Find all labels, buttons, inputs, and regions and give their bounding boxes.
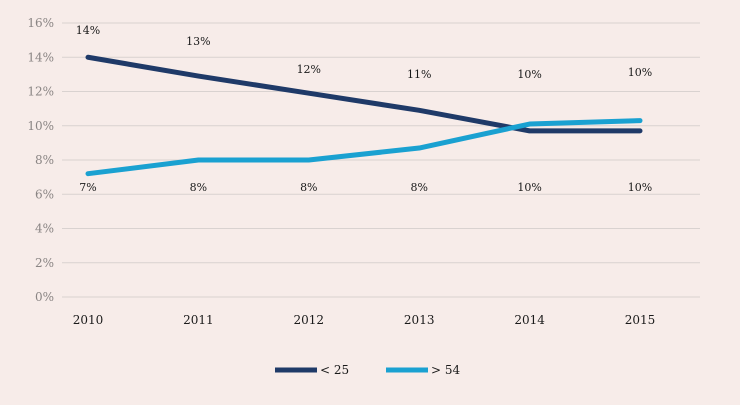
y-tick-label: 16% [27, 16, 54, 30]
data-label-over-54: 10% [628, 181, 652, 194]
legend-label: < 25 [320, 363, 349, 377]
data-label-under-25: 13% [186, 35, 210, 48]
data-label-over-54: 7% [79, 181, 96, 194]
series-line-under-25 [85, 54, 643, 134]
y-tick-label: 8% [35, 153, 54, 167]
x-tick-label: 2011 [183, 313, 214, 327]
y-axis-ticks: 0% 2% 4% 6% 8% 10% 12% 14% 16% [27, 16, 54, 304]
data-label-over-54: 8% [410, 181, 427, 194]
y-tick-label: 0% [35, 290, 54, 304]
gridlines [62, 22, 700, 298]
x-tick-label: 2010 [73, 313, 104, 327]
data-label-under-25: 10% [517, 68, 541, 81]
y-tick-label: 14% [27, 50, 54, 64]
legend-label: > 54 [431, 363, 461, 377]
data-label-under-25: 14% [76, 24, 100, 37]
data-label-under-25: 12% [297, 63, 321, 76]
x-tick-label: 2012 [294, 313, 325, 327]
y-tick-label: 12% [27, 85, 54, 99]
series-lines [85, 54, 643, 177]
x-tick-label: 2013 [404, 313, 435, 327]
y-tick-label: 4% [35, 222, 54, 236]
legend: < 25 > 54 [275, 363, 461, 377]
data-labels: 14% 13% 12% 11% 10% 10% 7% 8% 8% 8% 10% 10% [76, 24, 652, 194]
x-tick-label: 2015 [625, 313, 656, 327]
y-tick-label: 10% [27, 119, 54, 133]
series-line-over-54 [85, 118, 643, 177]
data-label-over-54: 8% [300, 181, 317, 194]
data-label-under-25: 10% [628, 66, 652, 79]
data-label-over-54: 8% [190, 181, 207, 194]
x-axis-ticks: 2010 2011 2012 2013 2014 2015 [73, 313, 656, 327]
x-tick-label: 2014 [514, 313, 545, 327]
data-label-over-54: 10% [517, 181, 541, 194]
y-tick-label: 2% [35, 256, 54, 270]
y-tick-label: 6% [35, 187, 54, 201]
data-label-under-25: 11% [407, 68, 431, 81]
